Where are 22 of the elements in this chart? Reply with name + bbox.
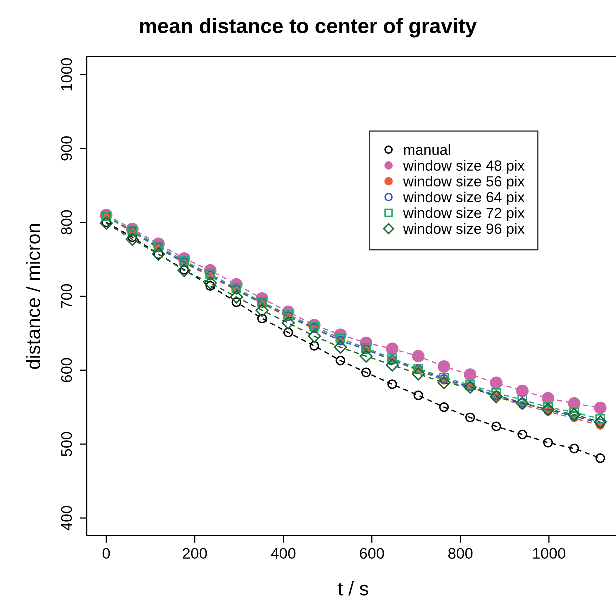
x-tick-label: 800 [448, 548, 473, 560]
legend-label: window size 56 pix [403, 176, 525, 190]
y-axis-title: distance / micron [26, 224, 40, 370]
x-tick-label: 1000 [533, 548, 566, 560]
x-axis-title: t / s [338, 581, 368, 596]
x-tick-label: 0 [102, 548, 110, 560]
y-tick-label: 1000 [61, 58, 72, 91]
x-tick-label: 400 [271, 548, 296, 560]
y-tick-label: 400 [61, 506, 72, 531]
x-tick-label: 200 [183, 548, 208, 560]
y-tick-label: 700 [61, 284, 72, 308]
y-tick-label: 800 [61, 210, 72, 235]
legend-label: window size 72 pix [403, 208, 525, 222]
x-tick-label: 600 [360, 548, 384, 560]
legend-label: manual [404, 144, 450, 156]
y-tick-label: 600 [61, 358, 72, 382]
legend-label: window size 64 pix [403, 192, 525, 206]
chart-title: mean distance to center of gravity [140, 18, 477, 38]
legend-label: window size 48 pix [403, 160, 525, 174]
legend-label: window size 96 pix [403, 223, 525, 237]
y-tick-label: 900 [61, 136, 72, 161]
y-tick-label: 500 [61, 432, 72, 456]
